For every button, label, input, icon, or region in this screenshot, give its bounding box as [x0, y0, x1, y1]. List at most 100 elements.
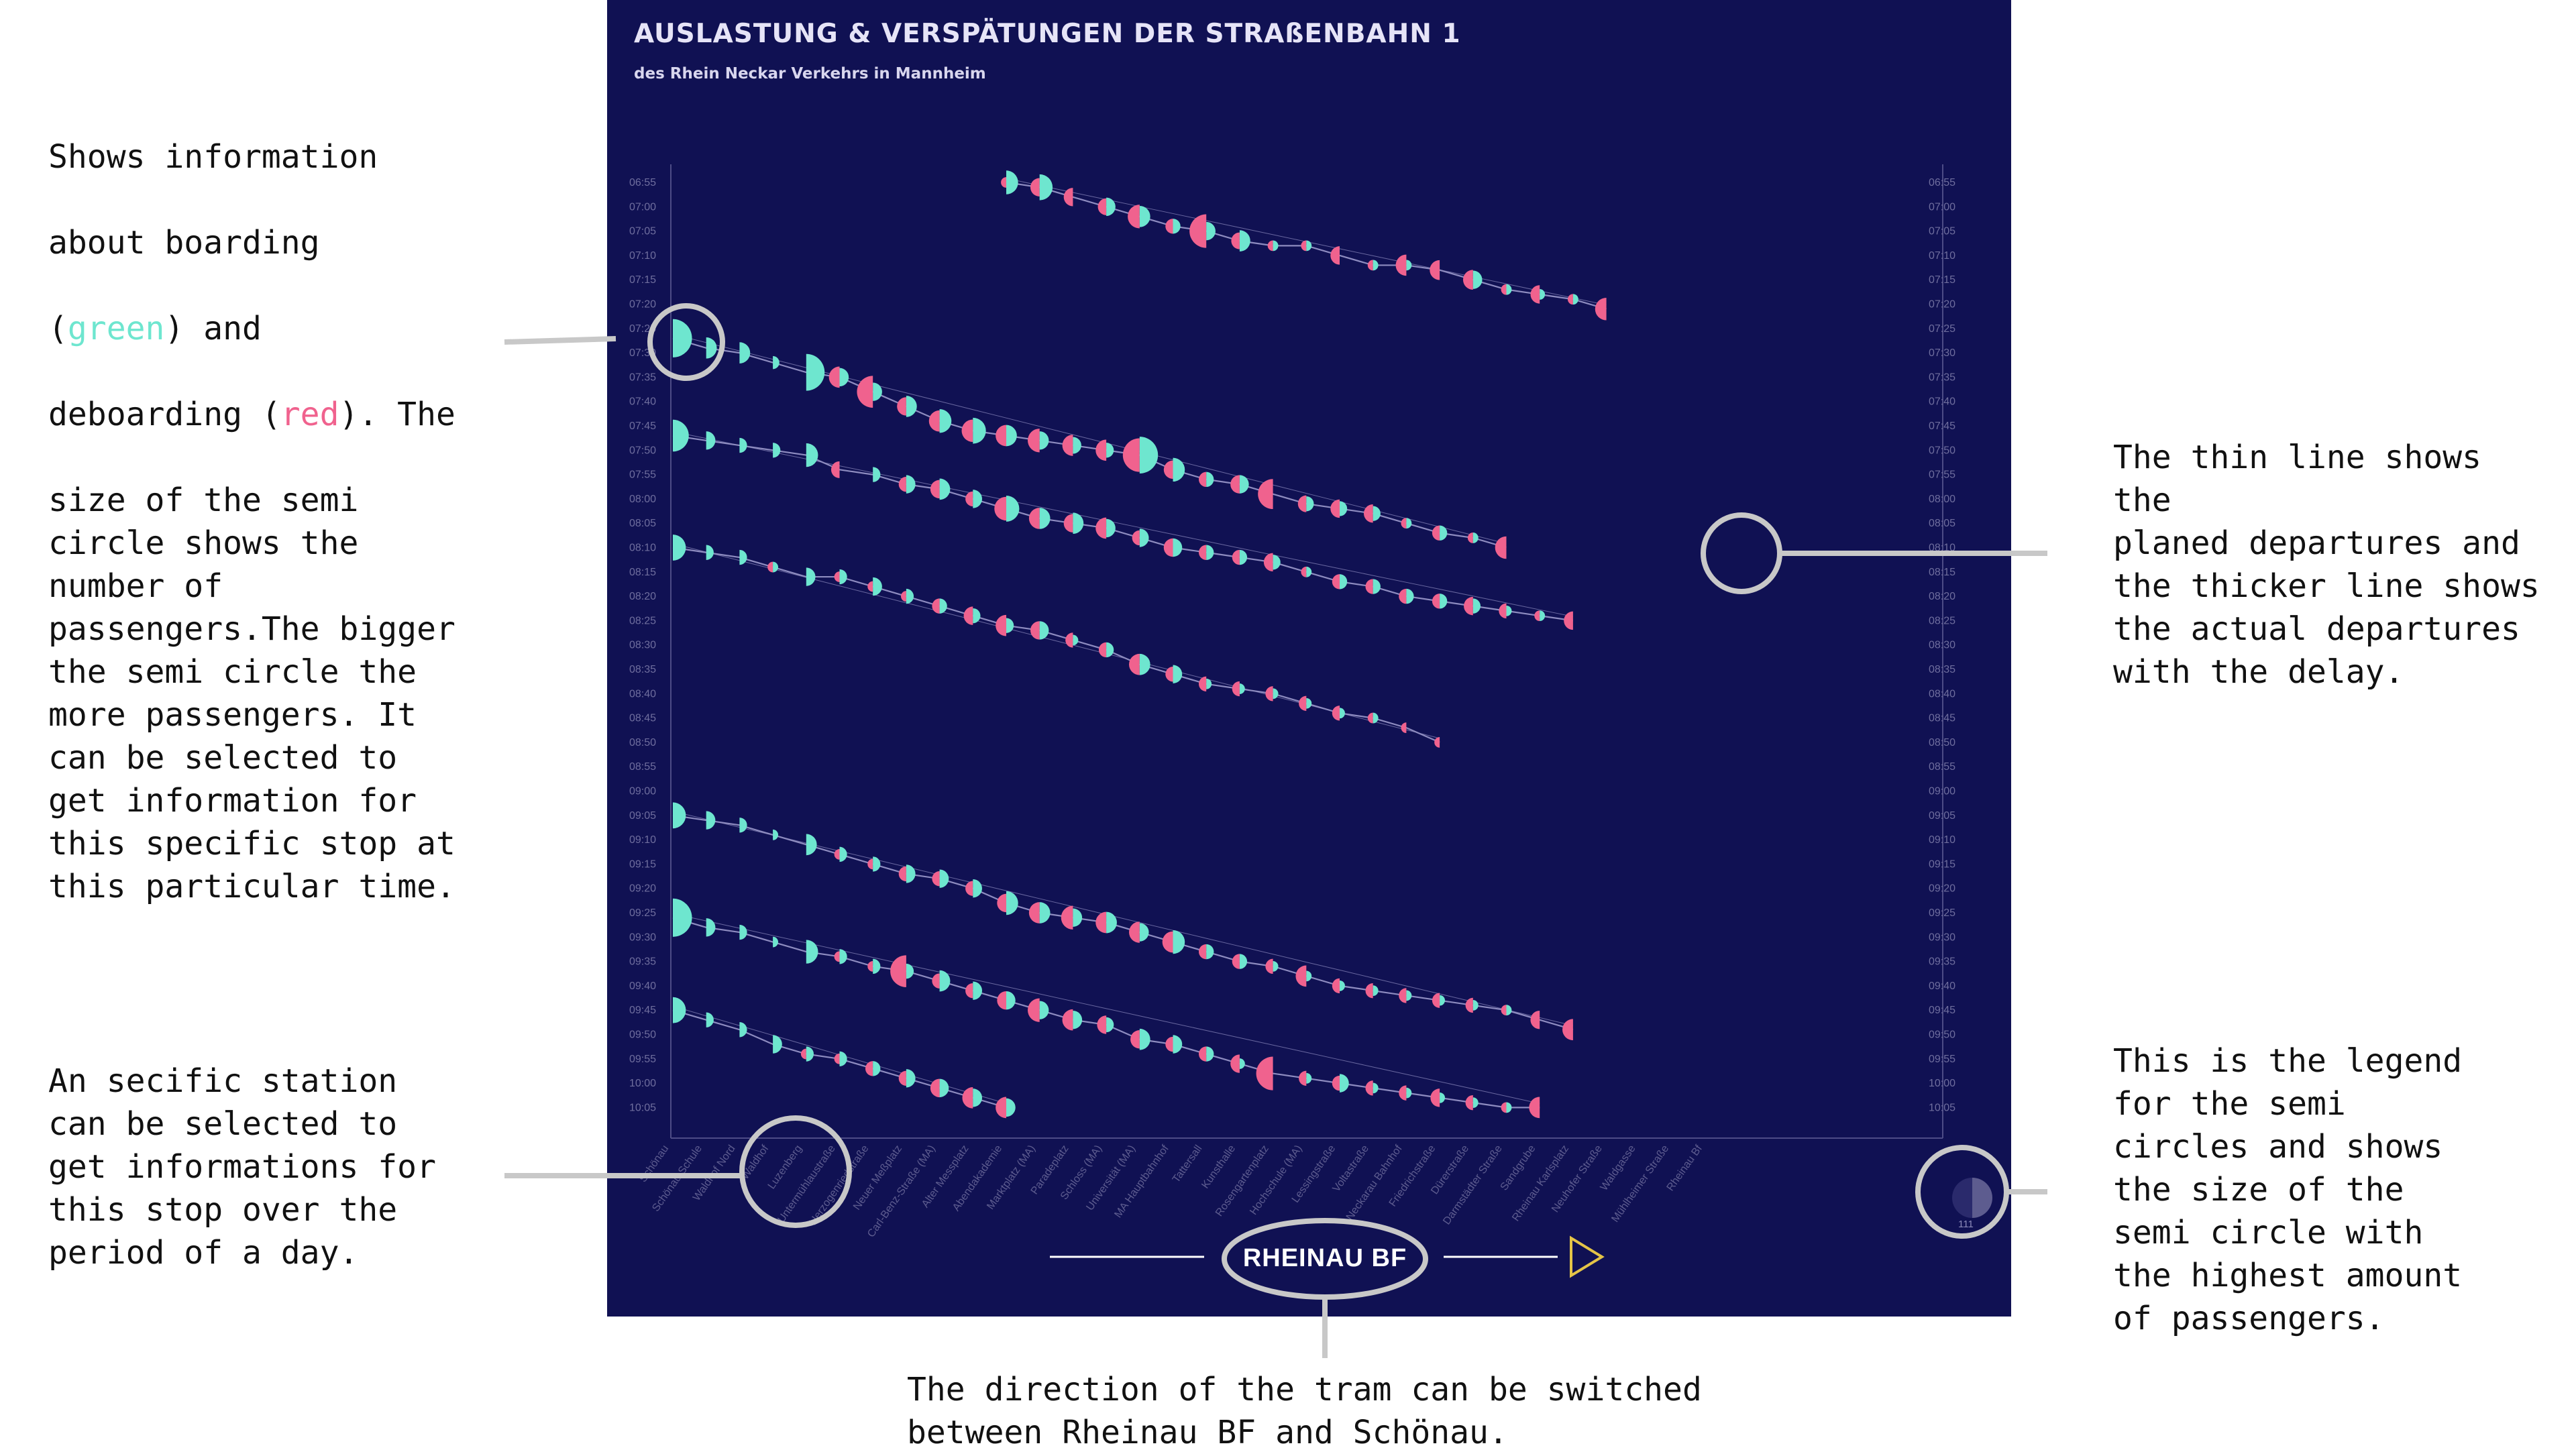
boarding-semicircle[interactable]: [773, 443, 781, 458]
boarding-semicircle[interactable]: [1239, 230, 1250, 251]
boarding-semicircle[interactable]: [773, 829, 779, 840]
boarding-semicircle[interactable]: [1106, 443, 1114, 458]
deboarding-semicircle[interactable]: [1232, 681, 1240, 697]
deboarding-semicircle[interactable]: [1399, 988, 1407, 1003]
boarding-semicircle[interactable]: [1173, 665, 1183, 683]
deboarding-semicircle[interactable]: [1467, 533, 1473, 543]
deboarding-semicircle[interactable]: [898, 1070, 906, 1086]
deboarding-semicircle[interactable]: [1395, 254, 1407, 276]
deboarding-semicircle[interactable]: [1130, 1030, 1140, 1049]
deboarding-semicircle[interactable]: [1258, 479, 1273, 510]
boarding-semicircle[interactable]: [1373, 260, 1379, 271]
deboarding-semicircle[interactable]: [1432, 525, 1440, 541]
boarding-semicircle[interactable]: [1406, 260, 1412, 271]
boarding-semicircle[interactable]: [906, 475, 916, 494]
boarding-semicircle[interactable]: [1273, 960, 1279, 972]
deboarding-semicircle[interactable]: [1132, 530, 1140, 546]
boarding-semicircle[interactable]: [906, 963, 914, 979]
deboarding-semicircle[interactable]: [1365, 983, 1373, 999]
boarding-semicircle[interactable]: [1239, 954, 1248, 969]
boarding-semicircle[interactable]: [1273, 555, 1281, 570]
boarding-semicircle[interactable]: [1273, 688, 1279, 700]
deboarding-semicircle[interactable]: [1401, 722, 1407, 734]
deboarding-semicircle[interactable]: [1198, 1046, 1207, 1062]
deboarding-semicircle[interactable]: [1301, 240, 1307, 251]
boarding-semicircle[interactable]: [773, 1035, 782, 1054]
boarding-semicircle[interactable]: [1073, 1011, 1083, 1029]
deboarding-semicircle[interactable]: [867, 581, 873, 592]
deboarding-semicircle[interactable]: [965, 491, 973, 507]
deboarding-semicircle[interactable]: [1529, 1097, 1540, 1119]
deboarding-semicircle[interactable]: [1462, 270, 1473, 290]
boarding-semicircle[interactable]: [1039, 902, 1051, 924]
boarding-semicircle[interactable]: [673, 319, 692, 357]
deboarding-semicircle[interactable]: [1095, 439, 1107, 461]
boarding-semicircle[interactable]: [1039, 508, 1051, 529]
deboarding-semicircle[interactable]: [1399, 1085, 1407, 1101]
boarding-semicircle[interactable]: [706, 431, 716, 450]
deboarding-semicircle[interactable]: [1189, 214, 1207, 248]
deboarding-semicircle[interactable]: [997, 893, 1006, 913]
boarding-semicircle[interactable]: [1540, 610, 1546, 622]
boarding-semicircle[interactable]: [706, 545, 714, 560]
deboarding-semicircle[interactable]: [1063, 514, 1073, 533]
boarding-semicircle[interactable]: [839, 949, 847, 964]
boarding-semicircle[interactable]: [1373, 712, 1379, 724]
deboarding-semicircle[interactable]: [1062, 435, 1073, 456]
boarding-semicircle[interactable]: [939, 598, 947, 614]
deboarding-semicircle[interactable]: [1465, 997, 1473, 1013]
deboarding-semicircle[interactable]: [1564, 611, 1573, 630]
deboarding-semicircle[interactable]: [1332, 706, 1340, 721]
deboarding-semicircle[interactable]: [857, 376, 873, 408]
boarding-semicircle[interactable]: [1073, 437, 1081, 454]
deboarding-semicircle[interactable]: [828, 366, 840, 388]
boarding-semicircle[interactable]: [1239, 1058, 1245, 1069]
boarding-semicircle[interactable]: [1340, 1074, 1349, 1093]
boarding-semicircle[interactable]: [1340, 574, 1348, 590]
boarding-semicircle[interactable]: [1506, 284, 1512, 295]
deboarding-semicircle[interactable]: [1199, 471, 1207, 488]
deboarding-semicircle[interactable]: [996, 614, 1006, 636]
deboarding-semicircle[interactable]: [1367, 260, 1373, 271]
boarding-semicircle[interactable]: [1006, 1098, 1016, 1117]
boarding-semicircle[interactable]: [1139, 437, 1159, 473]
boarding-semicircle[interactable]: [973, 417, 986, 444]
stop-label[interactable]: Rheinau Bf: [1665, 1143, 1705, 1193]
boarding-semicircle[interactable]: [1239, 683, 1245, 694]
boarding-semicircle[interactable]: [1239, 475, 1249, 494]
boarding-semicircle[interactable]: [1206, 545, 1214, 560]
boarding-semicircle[interactable]: [1306, 697, 1312, 709]
deboarding-semicircle[interactable]: [1365, 579, 1373, 594]
deboarding-semicircle[interactable]: [1061, 905, 1073, 930]
boarding-semicircle[interactable]: [1239, 549, 1248, 565]
deboarding-semicircle[interactable]: [1163, 460, 1173, 480]
deboarding-semicircle[interactable]: [1162, 931, 1173, 953]
deboarding-semicircle[interactable]: [1501, 1102, 1507, 1113]
boarding-semicircle[interactable]: [1306, 240, 1312, 251]
deboarding-semicircle[interactable]: [1030, 178, 1040, 197]
boarding-semicircle[interactable]: [673, 802, 686, 829]
boarding-semicircle[interactable]: [1106, 911, 1117, 934]
boarding-semicircle[interactable]: [1173, 930, 1185, 954]
boarding-semicircle[interactable]: [1373, 1082, 1379, 1094]
boarding-semicircle[interactable]: [1206, 471, 1214, 488]
boarding-semicircle[interactable]: [739, 924, 747, 940]
boarding-semicircle[interactable]: [706, 1012, 714, 1027]
deboarding-semicircle[interactable]: [1098, 642, 1107, 658]
deboarding-semicircle[interactable]: [1122, 438, 1140, 472]
boarding-semicircle[interactable]: [1472, 270, 1483, 289]
deboarding-semicircle[interactable]: [1063, 188, 1073, 207]
boarding-semicircle[interactable]: [1139, 205, 1150, 227]
switch-direction-arrow-icon[interactable]: [1570, 1235, 1605, 1278]
deboarding-semicircle[interactable]: [1165, 219, 1173, 234]
boarding-semicircle[interactable]: [739, 549, 747, 565]
boarding-semicircle[interactable]: [739, 342, 751, 364]
boarding-semicircle[interactable]: [773, 936, 779, 948]
boarding-semicircle[interactable]: [1540, 289, 1546, 300]
boarding-semicircle[interactable]: [1106, 1017, 1114, 1033]
boarding-semicircle[interactable]: [839, 846, 847, 862]
deboarding-semicircle[interactable]: [1501, 1005, 1507, 1016]
deboarding-semicircle[interactable]: [1165, 1036, 1173, 1052]
deboarding-semicircle[interactable]: [901, 591, 906, 602]
boarding-semicircle[interactable]: [973, 608, 981, 624]
